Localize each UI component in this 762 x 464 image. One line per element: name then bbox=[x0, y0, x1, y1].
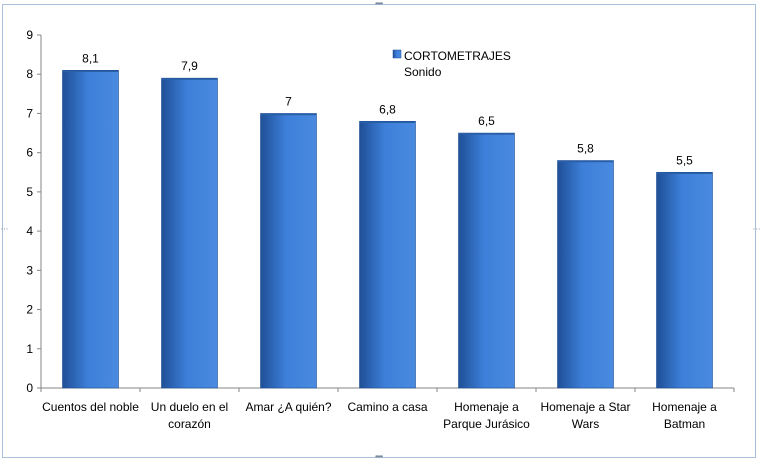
bar[interactable] bbox=[161, 77, 218, 389]
labels-group: 8,1 Cuentos del noble 7,9 Un duelo en el cor… bbox=[42, 51, 717, 431]
axes: 0 1 2 3 4 5 6 7 8 9 bbox=[26, 28, 735, 395]
x-category-label: Homenaje a bbox=[454, 400, 519, 414]
data-label: 6,5 bbox=[478, 114, 495, 128]
x-category-label: Un duelo en el bbox=[151, 400, 228, 414]
legend: CORTOMETRAJES Sonido bbox=[392, 49, 511, 79]
y-tick-label: 5 bbox=[26, 185, 33, 199]
data-label: 8,1 bbox=[82, 51, 99, 65]
bar[interactable] bbox=[62, 70, 119, 389]
data-label: 6,8 bbox=[379, 102, 396, 116]
x-category-label: Parque Jurásico bbox=[443, 417, 530, 431]
y-tick-label: 0 bbox=[26, 381, 33, 395]
y-tick-label: 3 bbox=[26, 263, 33, 277]
y-tick-label: 1 bbox=[26, 342, 33, 356]
y-tick-label: 2 bbox=[26, 303, 33, 317]
x-category-label: Wars bbox=[572, 417, 600, 431]
x-category-label: corazón bbox=[168, 417, 211, 431]
data-label: 7 bbox=[285, 94, 292, 108]
bar[interactable] bbox=[656, 171, 713, 389]
bar[interactable] bbox=[458, 132, 515, 389]
x-category-label: Batman bbox=[664, 417, 705, 431]
resize-handle-bottom[interactable]: •••• bbox=[375, 452, 383, 461]
y-tick-label: 6 bbox=[26, 146, 33, 160]
x-category-label: Camino a casa bbox=[347, 400, 427, 414]
resize-handle-top[interactable]: •••• bbox=[375, 0, 383, 8]
x-category-label: Homenaje a Star bbox=[540, 400, 630, 414]
y-tick-label: 4 bbox=[26, 224, 33, 238]
y-tick-label: 8 bbox=[26, 67, 33, 81]
resize-handle-right[interactable]: ⋮ bbox=[752, 225, 761, 232]
bar[interactable] bbox=[359, 120, 416, 389]
bars-group bbox=[62, 70, 713, 389]
resize-handle-left[interactable]: ⋮ bbox=[0, 225, 9, 232]
y-tick-label: 9 bbox=[26, 28, 33, 42]
bar[interactable] bbox=[260, 113, 317, 389]
legend-label-line2: Sonido bbox=[404, 65, 442, 79]
x-category-label: Homenaje a bbox=[652, 400, 717, 414]
bar[interactable] bbox=[557, 160, 614, 389]
legend-label-line1: CORTOMETRAJES bbox=[404, 49, 511, 63]
data-label: 7,9 bbox=[181, 59, 198, 73]
legend-swatch bbox=[392, 49, 402, 59]
data-label: 5,5 bbox=[676, 153, 693, 167]
y-tick-label: 7 bbox=[26, 106, 33, 120]
x-category-label: Cuentos del noble bbox=[42, 400, 139, 414]
x-category-label: Amar ¿A quién? bbox=[245, 400, 331, 414]
data-label: 5,8 bbox=[577, 142, 594, 156]
